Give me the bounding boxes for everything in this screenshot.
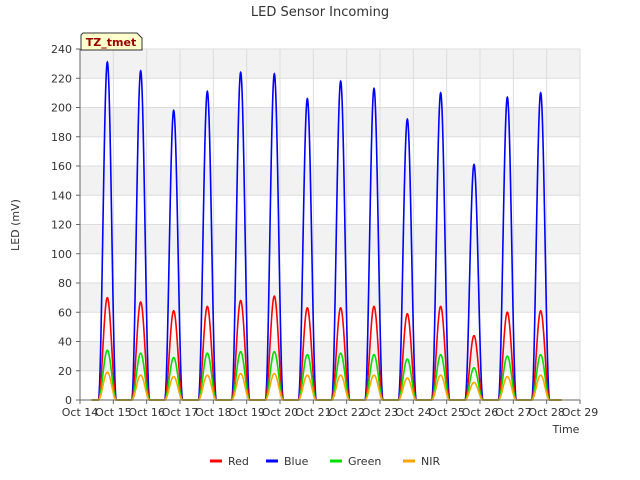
y-tick-label: 80 bbox=[58, 277, 72, 290]
annotation-text: TZ_tmet bbox=[86, 36, 136, 49]
legend-label: Blue bbox=[284, 455, 309, 468]
y-tick-label: 20 bbox=[58, 365, 72, 378]
x-tick-label: Oct 17 bbox=[162, 406, 199, 419]
x-tick-label: Oct 26 bbox=[462, 406, 499, 419]
y-axis-label: LED (mV) bbox=[9, 199, 22, 251]
x-tick-label: Oct 27 bbox=[495, 406, 532, 419]
x-axis-label: Time bbox=[552, 423, 580, 436]
y-tick-label: 120 bbox=[51, 219, 72, 232]
chart-title: LED Sensor Incoming bbox=[251, 5, 389, 20]
y-tick-label: 40 bbox=[58, 336, 72, 349]
x-tick-label: Oct 23 bbox=[362, 406, 399, 419]
legend-item-green: Green bbox=[330, 455, 381, 468]
x-tick-label: Oct 14 bbox=[62, 406, 99, 419]
x-tick-label: Oct 16 bbox=[128, 406, 165, 419]
plot-band bbox=[80, 107, 580, 137]
y-tick-label: 140 bbox=[51, 189, 72, 202]
plot-band bbox=[80, 224, 580, 254]
x-tick-label: Oct 20 bbox=[262, 406, 299, 419]
legend-label: Red bbox=[228, 455, 249, 468]
legend: Red Blue Green NIR bbox=[210, 455, 440, 468]
plot-band bbox=[80, 283, 580, 313]
plot-band bbox=[80, 166, 580, 196]
x-tick-label: Oct 22 bbox=[328, 406, 365, 419]
x-tick-label: Oct 21 bbox=[295, 406, 332, 419]
y-tick-label: 160 bbox=[51, 160, 72, 173]
x-tick-label: Oct 19 bbox=[228, 406, 265, 419]
y-tick-label: 100 bbox=[51, 248, 72, 261]
x-tick-label: Oct 29 bbox=[562, 406, 599, 419]
plot-band bbox=[80, 341, 580, 371]
x-tick-label: Oct 18 bbox=[195, 406, 232, 419]
legend-label: NIR bbox=[421, 455, 440, 468]
legend-item-red: Red bbox=[210, 455, 249, 468]
legend-label: Green bbox=[348, 455, 381, 468]
y-tick-label: 60 bbox=[58, 306, 72, 319]
y-tick-label: 0 bbox=[65, 394, 72, 407]
y-axis-ticks: 0 20 40 60 80 100 120 140 160 180 200 220 240 bbox=[51, 43, 80, 407]
plot-band bbox=[80, 49, 580, 79]
annotation-badge: TZ_tmet bbox=[80, 32, 143, 51]
x-tick-label: Oct 25 bbox=[428, 406, 465, 419]
y-tick-label: 180 bbox=[51, 131, 72, 144]
x-tick-label: Oct 24 bbox=[395, 406, 432, 419]
x-tick-label: Oct 28 bbox=[528, 406, 565, 419]
legend-item-nir: NIR bbox=[403, 455, 440, 468]
y-tick-label: 200 bbox=[51, 102, 72, 115]
legend-item-blue: Blue bbox=[266, 455, 309, 468]
y-tick-label: 220 bbox=[51, 72, 72, 85]
x-tick-label: Oct 15 bbox=[95, 406, 132, 419]
y-tick-label: 240 bbox=[51, 43, 72, 56]
